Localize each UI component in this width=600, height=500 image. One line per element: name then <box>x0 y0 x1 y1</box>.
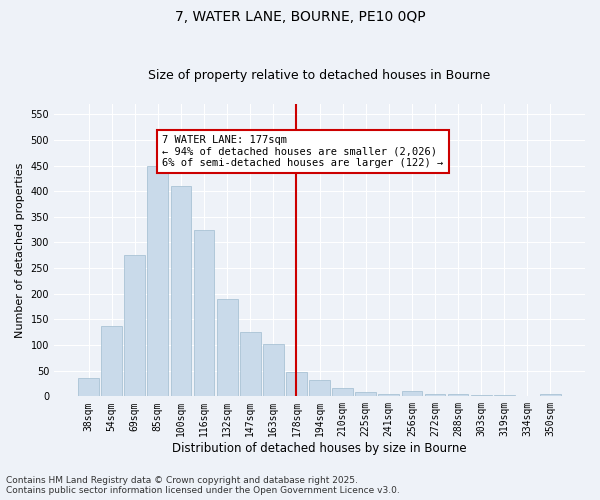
Bar <box>101 326 122 396</box>
Text: 7, WATER LANE, BOURNE, PE10 0QP: 7, WATER LANE, BOURNE, PE10 0QP <box>175 10 425 24</box>
Bar <box>170 186 191 396</box>
Bar <box>286 372 307 396</box>
Bar <box>194 230 214 396</box>
Bar <box>379 394 399 396</box>
Title: Size of property relative to detached houses in Bourne: Size of property relative to detached ho… <box>148 69 491 82</box>
Bar <box>448 394 469 396</box>
Bar <box>401 391 422 396</box>
Bar <box>355 392 376 396</box>
Bar <box>217 299 238 396</box>
Bar <box>494 395 515 396</box>
Bar <box>540 394 561 396</box>
Bar <box>425 394 445 396</box>
Bar <box>240 332 260 396</box>
Y-axis label: Number of detached properties: Number of detached properties <box>15 162 25 338</box>
Text: 7 WATER LANE: 177sqm
← 94% of detached houses are smaller (2,026)
6% of semi-det: 7 WATER LANE: 177sqm ← 94% of detached h… <box>163 135 444 168</box>
Bar <box>148 166 168 396</box>
Bar <box>124 256 145 396</box>
Bar <box>309 380 330 396</box>
Bar <box>332 388 353 396</box>
X-axis label: Distribution of detached houses by size in Bourne: Distribution of detached houses by size … <box>172 442 467 455</box>
Bar <box>78 378 99 396</box>
Bar <box>263 344 284 396</box>
Text: Contains HM Land Registry data © Crown copyright and database right 2025.
Contai: Contains HM Land Registry data © Crown c… <box>6 476 400 495</box>
